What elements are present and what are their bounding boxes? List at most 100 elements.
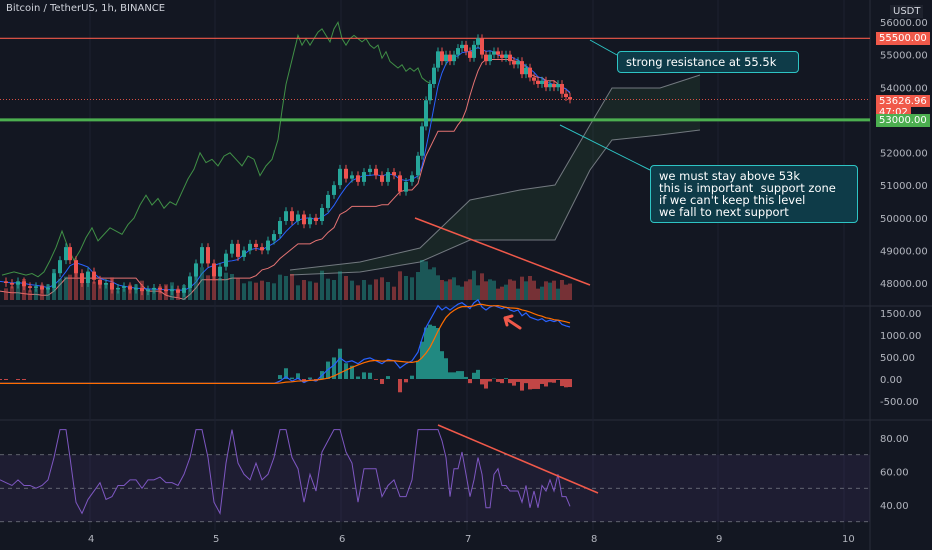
- macd-histogram-bar: [344, 363, 348, 379]
- candle-body: [440, 51, 444, 62]
- volume-bar: [404, 276, 408, 300]
- volume-bar: [224, 272, 228, 300]
- candle-body: [428, 83, 432, 101]
- candle-body: [236, 243, 240, 257]
- candle-body: [242, 250, 246, 257]
- candle-body: [404, 181, 408, 192]
- volume-bar: [260, 280, 264, 300]
- volume-bar: [230, 274, 234, 300]
- candle-body: [392, 172, 396, 176]
- volume-bar: [398, 271, 402, 300]
- x-label-4: 4: [88, 534, 95, 545]
- volume-bar: [266, 282, 270, 300]
- volume-bar: [356, 285, 360, 300]
- volume-bar: [568, 283, 572, 300]
- x-label-8: 8: [591, 534, 598, 545]
- candle-body: [332, 185, 336, 195]
- macd-histogram-bar: [278, 375, 282, 379]
- macd-histogram-bar: [296, 373, 300, 379]
- candle-body: [564, 93, 568, 98]
- volume-bar: [16, 282, 20, 300]
- candle-body: [568, 97, 572, 100]
- price-tick: 56000.00: [880, 18, 928, 29]
- ichimoku-cloud: [290, 75, 700, 275]
- cloud-span-a: [289, 74, 701, 271]
- macd-histogram-bar: [16, 379, 20, 380]
- candle-body: [548, 83, 552, 88]
- volume-bar: [272, 283, 276, 300]
- macd-histogram-bar: [552, 379, 556, 383]
- candle-body: [254, 243, 258, 248]
- macd-histogram-bar: [532, 379, 536, 389]
- volume-bar: [544, 281, 548, 300]
- candle-body: [350, 175, 354, 179]
- candle-body: [64, 247, 68, 261]
- volume-bar: [516, 288, 520, 300]
- volume-bar: [460, 286, 464, 300]
- macd-histogram-bar: [284, 368, 288, 379]
- volume-bar: [362, 280, 366, 300]
- macd-histogram-bar: [0, 379, 2, 380]
- volume-bar: [10, 286, 14, 300]
- candle-body: [420, 126, 424, 156]
- candle-body: [98, 279, 102, 285]
- volume-bar: [440, 280, 444, 300]
- macd-histogram-bar: [362, 372, 366, 379]
- macd-histogram-bar: [398, 379, 402, 393]
- candle-body: [194, 263, 198, 277]
- candle-body: [46, 287, 50, 290]
- candle-body: [338, 168, 342, 186]
- volume-bar: [296, 285, 300, 300]
- candle-body: [248, 243, 252, 251]
- candle-body: [492, 51, 496, 55]
- volume-bar: [332, 280, 336, 300]
- macd-histogram-bar: [416, 360, 420, 379]
- volume-bar: [536, 288, 540, 300]
- support-pointer: [559, 124, 651, 171]
- volume-bar: [308, 281, 312, 300]
- candle-body: [170, 289, 174, 292]
- candle-body: [432, 67, 436, 84]
- candle-body: [424, 100, 428, 127]
- candle-body: [296, 214, 300, 222]
- volume-bar: [504, 284, 508, 300]
- volume-bar: [218, 278, 222, 300]
- volume-bar: [314, 282, 318, 300]
- candle-body: [452, 54, 456, 62]
- candle-body: [484, 54, 488, 62]
- macd-histogram-bar: [350, 365, 354, 379]
- candle-body: [544, 80, 548, 88]
- macd-tick: -500.00: [880, 397, 919, 408]
- macd-histogram-bar: [22, 379, 26, 380]
- volume-bar: [98, 283, 102, 300]
- candle-body: [260, 247, 264, 251]
- candle-body: [512, 61, 516, 65]
- volume-bar: [464, 281, 468, 300]
- macd-histogram-bar: [404, 379, 408, 383]
- volume-bar: [116, 290, 120, 300]
- candle-body: [86, 271, 90, 283]
- volume-bar: [122, 288, 126, 300]
- volume-bar: [320, 270, 324, 300]
- volume-bar: [540, 286, 544, 300]
- candle-body: [508, 54, 512, 62]
- macd-histogram-bar: [516, 379, 520, 382]
- candle-body: [528, 67, 532, 78]
- candle-body: [22, 281, 26, 287]
- price-tick: 49000.00: [880, 246, 928, 257]
- volume-bar: [290, 274, 294, 300]
- volume-bar: [448, 279, 452, 300]
- candle-body: [444, 54, 448, 62]
- macd-histogram-bar: [420, 341, 424, 379]
- candle-body: [480, 38, 484, 55]
- candle-body: [266, 240, 270, 251]
- macd-histogram-bar: [456, 371, 460, 379]
- candle-body: [368, 168, 372, 173]
- volume-bar: [420, 260, 424, 300]
- volume-bar: [480, 273, 484, 300]
- candle-body: [500, 54, 504, 58]
- volume-bar: [34, 288, 38, 300]
- candle-body: [552, 83, 556, 88]
- macd-histogram-bar: [564, 379, 568, 388]
